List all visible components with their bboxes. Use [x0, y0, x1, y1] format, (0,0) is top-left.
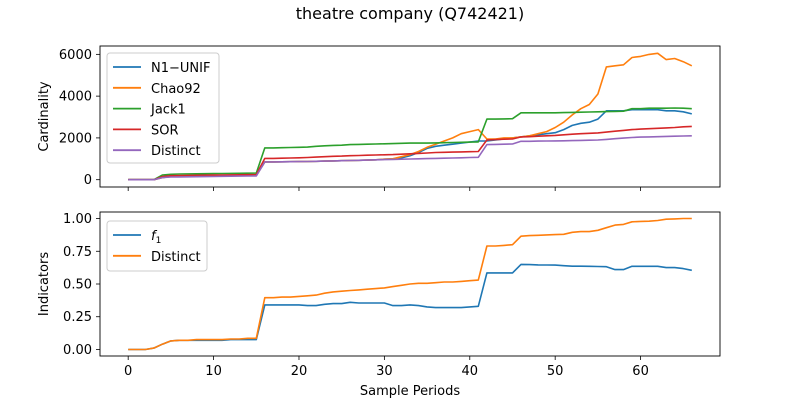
legend-box [106, 220, 208, 272]
legend-label: Jack1 [150, 103, 186, 118]
legend-label: Distinct [151, 144, 201, 159]
y-tick-label: 0.75 [63, 245, 92, 260]
x-tick-label: 20 [291, 364, 308, 379]
series-line-1 [128, 263, 692, 351]
x-tick-label: 0 [124, 364, 132, 379]
legend-box [106, 52, 220, 164]
x-tick-label: 10 [205, 364, 222, 379]
x-axis-label: Sample Periods [360, 384, 460, 399]
legend-label: Chao92 [151, 82, 201, 97]
y-tick-label: 2000 [59, 131, 92, 146]
y-axis-label: Indicators [37, 252, 52, 316]
series-line-3 [128, 107, 692, 181]
y-tick-label: 1.00 [63, 212, 92, 227]
y-tick-label: 0.25 [63, 310, 92, 325]
series-line-2 [128, 217, 692, 351]
x-tick-label: 50 [547, 364, 564, 379]
legend-label: N1−UNIF [151, 61, 210, 76]
y-axis-label: Cardinality [37, 81, 52, 152]
y-tick-label: 0.50 [63, 278, 92, 293]
legend-label: f1 [151, 229, 161, 246]
chart-panel-1: 0 2000 4000 6000 Cardinality N1−UNIF Chao92 Jac… [37, 45, 721, 191]
legend-label: Distinct [151, 250, 201, 265]
legend: N1−UNIF Chao92 Jack1 SOR Distinct [106, 52, 220, 164]
chart-panel-2: 0.00 0.25 0.50 0.75 1.00 0 10 20 30 40 50 60 Indicat… [37, 211, 721, 399]
series-line-4 [128, 125, 692, 181]
y-tick-label: 0.00 [63, 343, 92, 358]
y-tick-label: 6000 [59, 48, 92, 63]
plot-frame [99, 211, 721, 357]
y-tick-label: 0 [84, 173, 92, 188]
legend-label: SOR [151, 123, 179, 138]
x-tick-label: 30 [376, 364, 393, 379]
x-tick-label: 60 [632, 364, 649, 379]
y-tick-label: 4000 [59, 90, 92, 105]
figure-title: theatre company (Q742421) [296, 4, 524, 23]
series-line-5 [128, 135, 692, 181]
legend: f1 Distinct [106, 220, 208, 272]
plot-frame [99, 45, 721, 188]
x-tick-label: 40 [462, 364, 479, 379]
